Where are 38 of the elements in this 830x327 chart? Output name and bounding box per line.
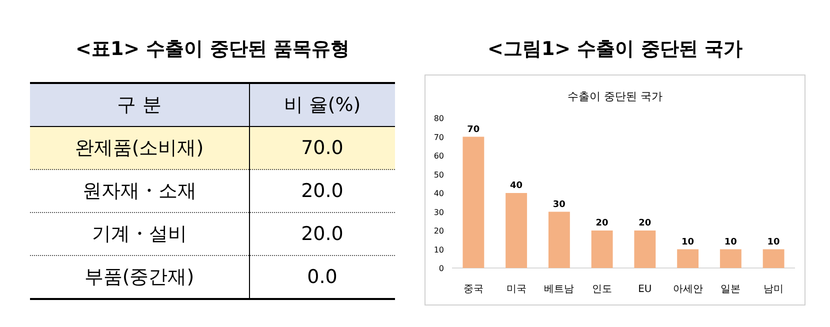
- chart-title: <그림1> 수출이 중단된 국가: [486, 37, 744, 62]
- text: 구 분: [30, 83, 249, 126]
- y-tick-label: 70: [434, 132, 444, 142]
- text: 완제품(소비재): [30, 126, 249, 170]
- y-tick-label: 50: [434, 170, 444, 180]
- x-tick-label: 중국: [463, 284, 484, 295]
- x-tick-label: 아세안: [672, 284, 703, 295]
- y-tick-label: 80: [434, 114, 444, 123]
- data-label: 10: [682, 237, 694, 248]
- x-tick-label: 일본: [720, 284, 741, 295]
- text: 20.0: [249, 212, 395, 256]
- text: 70.0: [249, 126, 395, 170]
- x-tick-label: 남미: [764, 284, 784, 295]
- data-label: 30: [552, 200, 566, 210]
- x-tick-label: 인도: [592, 284, 612, 295]
- text: 원자재・소재: [30, 170, 249, 212]
- text: <표1> 수출이 중단된 품목유형: [74, 37, 350, 62]
- x-tick-label: 미국: [506, 284, 526, 295]
- data-label: 10: [724, 237, 737, 248]
- y-tick-label: 20: [434, 226, 444, 236]
- y-tick-label: 30: [434, 208, 444, 217]
- text: 비 율(%): [249, 83, 395, 126]
- chart-subtitle: 수출이 중단된 국가: [568, 90, 662, 103]
- x-tick-label: EU: [638, 284, 652, 295]
- y-tick-label: 60: [434, 152, 444, 160]
- data-label: 70: [467, 124, 480, 135]
- text: 20.0: [249, 170, 395, 212]
- y-tick-label: 0: [438, 264, 444, 273]
- x-tick-label: 베트남: [544, 284, 574, 295]
- text: 기계・설비: [30, 212, 249, 256]
- data-label: 40: [510, 181, 523, 191]
- data-label: 20: [596, 218, 608, 228]
- text: 부품(중간재): [30, 256, 249, 299]
- data-label: 20: [638, 218, 652, 228]
- y-tick-label: 40: [434, 189, 444, 198]
- text: 0.0: [249, 256, 395, 299]
- y-tick-label: 10: [434, 245, 444, 254]
- data-label: 10: [767, 237, 780, 248]
